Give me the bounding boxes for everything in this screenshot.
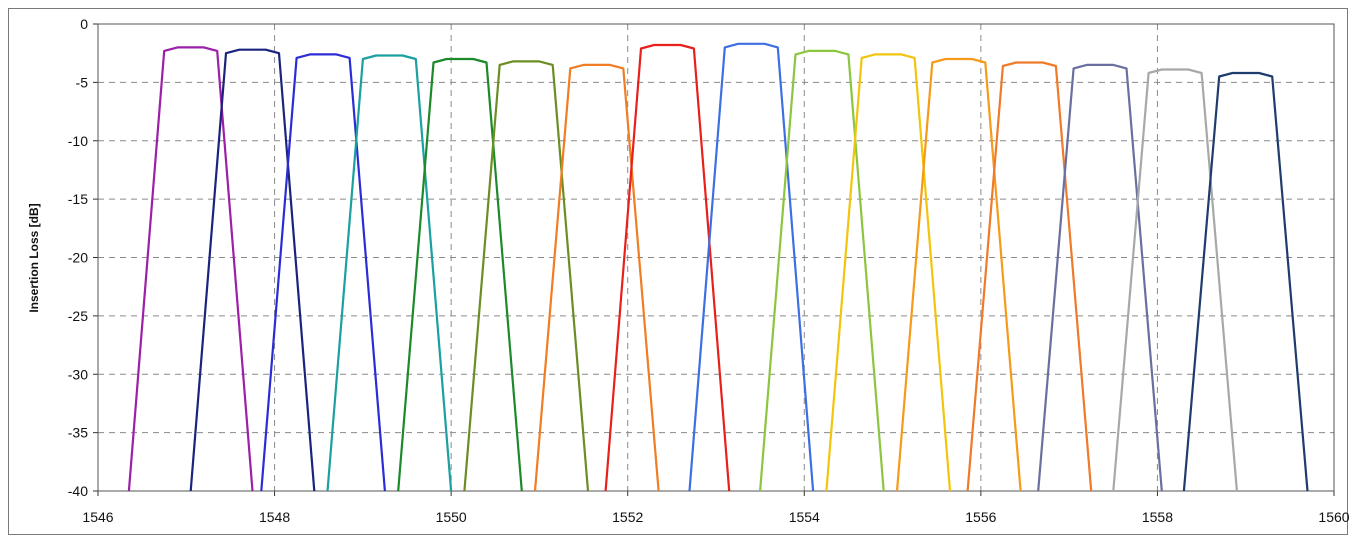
series-line-3 — [260, 53, 386, 492]
x-tick-label: 1546 — [82, 509, 113, 525]
x-tick-label: 1550 — [436, 509, 467, 525]
y-axis-title: Insertion Loss [dB] — [27, 203, 41, 312]
y-tick-label: -35 — [68, 425, 88, 441]
x-tick-label: 1558 — [1142, 509, 1173, 525]
y-tick-label: -30 — [68, 366, 88, 382]
series-line-9 — [688, 42, 815, 492]
x-tick-label: 1554 — [789, 509, 820, 525]
y-tick-label: -25 — [68, 308, 88, 324]
series-line-15 — [1112, 68, 1238, 492]
series-line-5 — [397, 57, 523, 492]
series-line-11 — [825, 53, 952, 492]
x-tick-label: 1548 — [259, 509, 290, 525]
x-tick-label: 1556 — [965, 509, 996, 525]
series-line-2 — [189, 48, 316, 492]
series-line-6 — [463, 60, 590, 492]
series-line-16 — [1182, 71, 1309, 492]
series-line-8 — [604, 43, 731, 492]
y-tick-label: -5 — [76, 74, 89, 90]
y-tick-label: -10 — [68, 133, 88, 149]
series-line-13 — [966, 61, 1093, 492]
series-line-14 — [1037, 63, 1163, 492]
y-tick-label: -40 — [68, 483, 88, 499]
series-line-12 — [895, 57, 1022, 492]
plot-border — [97, 23, 1335, 492]
x-tick-label: 1552 — [612, 509, 643, 525]
series-line-1 — [127, 46, 254, 492]
x-tick-label: 1560 — [1318, 509, 1349, 525]
series-line-10 — [759, 49, 885, 492]
y-tick-label: -15 — [68, 191, 88, 207]
y-tick-label: 0 — [80, 16, 88, 32]
y-tick-label: -20 — [68, 250, 88, 266]
plot-area: 0 -5 -10 -15 -20 -25 -30 -35 -40 1546 1548 1550 1552… — [68, 16, 1350, 525]
series-line-4 — [326, 54, 453, 492]
series-line-7 — [533, 63, 660, 492]
